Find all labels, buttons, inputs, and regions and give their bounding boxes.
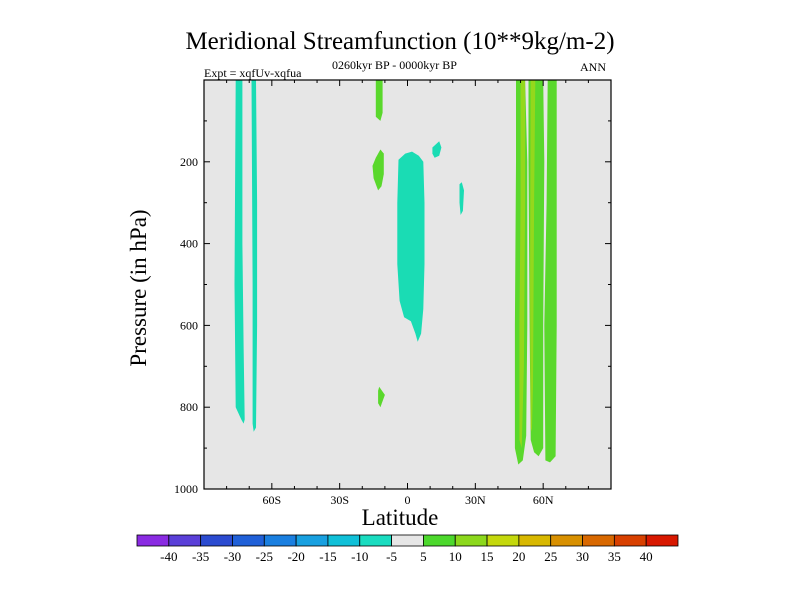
x-axis-label: Latitude	[361, 505, 439, 530]
colorbar-box	[613, 534, 647, 547]
colorbar-label: -5	[386, 549, 397, 564]
y-tick-label: 1000	[174, 482, 198, 496]
region-positive-strip-12S-upper	[375, 80, 383, 121]
y-tick-label: 200	[180, 155, 198, 169]
region-negative-column-63S	[251, 80, 258, 432]
region-positive-column-65N	[544, 80, 557, 463]
colorbar-box	[645, 534, 679, 547]
colorbar-box	[518, 534, 552, 547]
colorbar-box	[391, 534, 424, 547]
y-tick-label: 600	[180, 318, 198, 332]
colorbar-box	[486, 534, 520, 547]
colorbar-label: 35	[608, 549, 621, 564]
contour-regions	[234, 80, 557, 465]
colorbar-label: 5	[420, 549, 427, 564]
region-positive-blob-12S-lower	[378, 386, 385, 408]
x-tick-label: 30S	[330, 493, 349, 507]
colorbar-label: 30	[576, 549, 589, 564]
colorbar-box	[454, 534, 488, 547]
y-tick-label: 800	[180, 400, 198, 414]
colorbar-label: 15	[481, 549, 494, 564]
region-negative-cell-equator	[397, 151, 425, 342]
region-negative-blob-15N	[432, 141, 442, 158]
colorbar-box	[200, 534, 233, 547]
axes: 60S 30S 0 30N 60N 200 400 600 800 1000	[174, 79, 612, 507]
region-positive-core-47N	[519, 80, 526, 449]
colorbar-label: -20	[287, 549, 304, 564]
colorbar-label: 25	[544, 549, 557, 564]
colorbar-label: -15	[319, 549, 336, 564]
colorbar-label: -10	[351, 549, 368, 564]
colorbar-label: -40	[160, 549, 177, 564]
colorbar-label: 10	[449, 549, 462, 564]
colorbar-label: -30	[224, 549, 241, 564]
experiment-annotation: Expt = xqfUv-xqfua	[204, 66, 302, 80]
region-positive-blob-15S	[372, 149, 384, 191]
region-negative-blob-24N	[459, 182, 464, 215]
period-annotation: 0260kyr BP - 0000kyr BP	[332, 58, 457, 72]
colorbar-box	[136, 534, 170, 547]
colorbar: -40 -35 -30 -25 -20 -15 -10 -5 5 10 15 20 25 30 35 40	[136, 534, 679, 564]
region-positive-core-57N	[530, 80, 536, 432]
colorbar-box	[582, 534, 615, 547]
colorbar-label: 20	[512, 549, 525, 564]
x-tick-label: 0	[405, 493, 411, 507]
colorbar-box	[232, 534, 265, 547]
colorbar-label: -35	[192, 549, 209, 564]
colorbar-box	[327, 534, 361, 547]
colorbar-box	[168, 534, 202, 547]
x-tick-label: 30N	[465, 493, 486, 507]
season-annotation: ANN	[580, 60, 606, 74]
x-tick-label: 60N	[533, 493, 554, 507]
colorbar-box	[423, 534, 456, 547]
colorbar-label: -25	[256, 549, 273, 564]
x-tick-label: 60S	[262, 493, 281, 507]
colorbar-box	[550, 534, 583, 547]
chart-title: Meridional Streamfunction (10**9kg/m-2)	[185, 28, 615, 55]
region-negative-column-70S	[234, 80, 245, 424]
colorbar-box	[295, 534, 329, 547]
y-tick-label: 400	[180, 237, 198, 251]
colorbar-box	[263, 534, 297, 547]
colorbar-label: 40	[640, 549, 653, 564]
colorbar-box	[359, 534, 392, 547]
